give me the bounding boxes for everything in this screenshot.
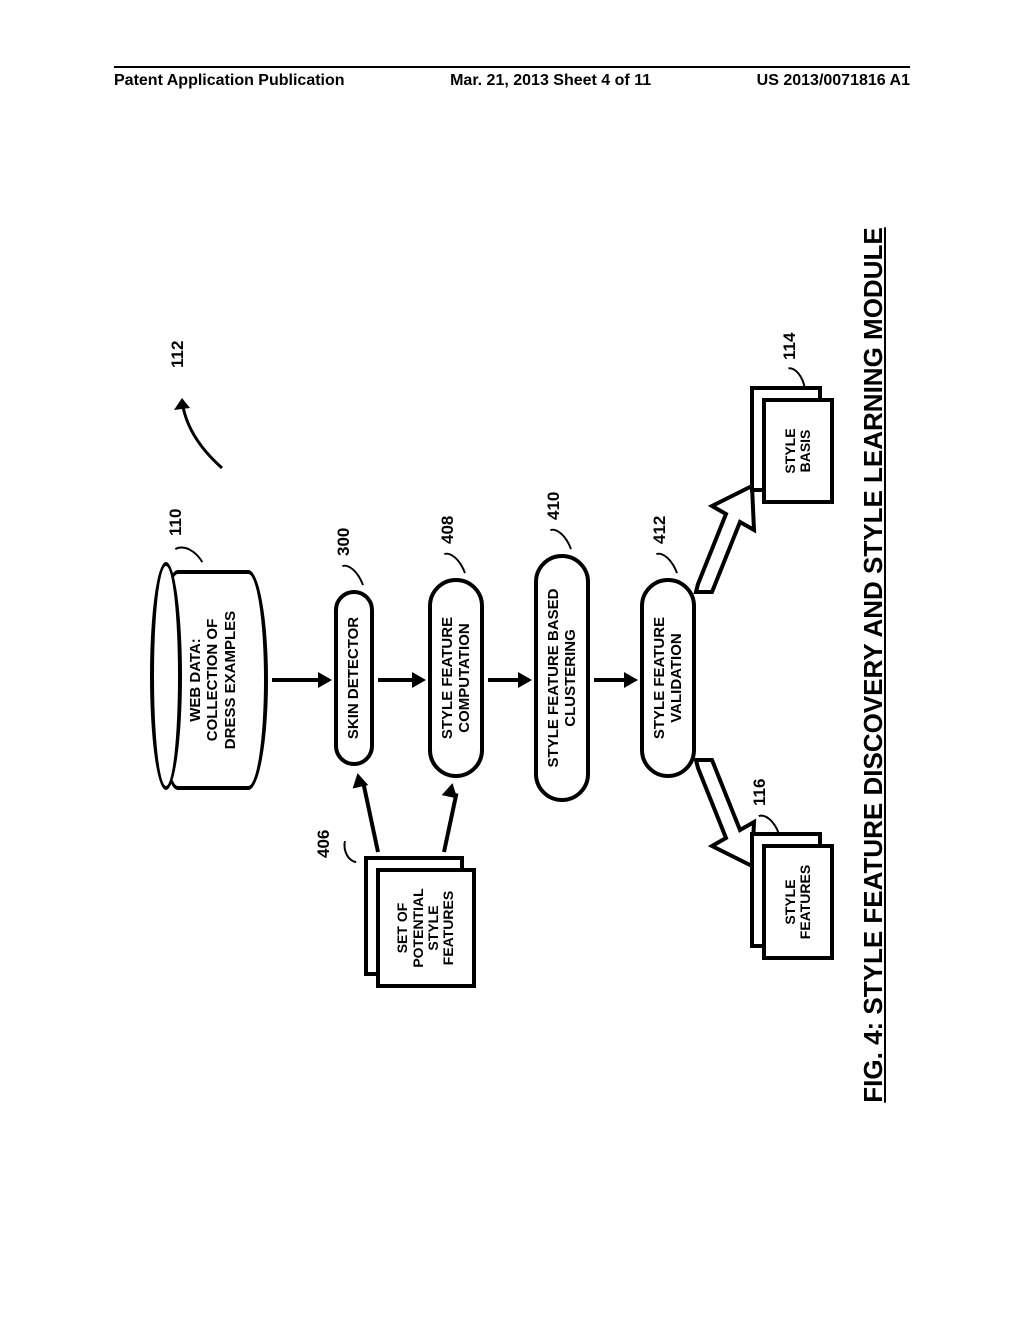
node-clustering: STYLE FEATURE BASED CLUSTERING	[534, 554, 590, 802]
pot-l4: FEATURES	[441, 891, 456, 965]
arrow-db-skin	[272, 678, 320, 682]
ref-arc-300	[342, 560, 364, 589]
pot-l1: SET OF	[395, 903, 410, 954]
doc-page-front: SET OF POTENTIAL STYLE FEATURES	[376, 868, 476, 988]
valid-l2: VALIDATION	[668, 596, 685, 760]
basis-front: STYLE BASIS	[762, 398, 834, 504]
arrow-pot-skin	[361, 783, 379, 852]
node-potential-features: SET OF POTENTIAL STYLE FEATURES	[364, 856, 476, 988]
arrowhead-comp-clust	[518, 672, 532, 688]
header-right: US 2013/0071816 A1	[757, 72, 910, 90]
node-skin-detector: SKIN DETECTOR	[334, 590, 374, 766]
valid-l1: STYLE FEATURE	[651, 596, 668, 760]
arrowhead-db-skin	[318, 672, 332, 688]
ref-arc-408	[444, 548, 466, 577]
ref-116: 116	[750, 779, 770, 806]
node-computation: STYLE FEATURE COMPUTATION	[428, 578, 484, 778]
ref-406: 406	[314, 830, 334, 858]
ref-112-arrow	[170, 380, 230, 470]
basis-l2: BASIS	[798, 430, 813, 473]
header-left: Patent Application Publication	[114, 72, 345, 90]
webdata-l2: COLLECTION OF	[204, 574, 221, 786]
ref-arc-114	[788, 365, 806, 391]
node-validation: STYLE FEATURE VALIDATION	[640, 578, 696, 778]
feat-l1: STYLE	[783, 879, 798, 924]
ref-410: 410	[544, 492, 564, 520]
feat-l2: FEATURES	[798, 865, 813, 939]
basis-l1: STYLE	[783, 428, 798, 473]
ref-412: 412	[650, 516, 670, 544]
webdata-l3: DRESS EXAMPLES	[222, 574, 239, 786]
pot-l2: POTENTIAL	[411, 888, 426, 967]
clust-l2: CLUSTERING	[562, 572, 579, 784]
ref-112: 112	[168, 341, 188, 368]
comp-l2: COMPUTATION	[456, 596, 473, 760]
page-header: Patent Application Publication Mar. 21, …	[0, 66, 1024, 90]
arrow-pot-comp	[442, 793, 458, 853]
diagram-canvas: WEB DATA: COLLECTION OF DRESS EXAMPLES 1…	[27, 267, 997, 1063]
ref-110: 110	[166, 509, 186, 536]
arrowhead-clust-valid	[624, 672, 638, 688]
node-webdata: WEB DATA: COLLECTION OF DRESS EXAMPLES	[158, 570, 268, 790]
node-style-basis: STYLE BASIS	[750, 386, 834, 504]
clust-l1: STYLE FEATURE BASED	[545, 572, 562, 784]
ref-arc-412	[656, 548, 678, 577]
arrowhead-pot-comp	[442, 781, 461, 798]
node-style-features: STYLE FEATURES	[750, 832, 834, 960]
ref-arc-110	[175, 539, 204, 571]
header-center: Mar. 21, 2013 Sheet 4 of 11	[450, 72, 651, 90]
pot-l3: STYLE	[426, 905, 441, 950]
ref-114: 114	[780, 333, 800, 360]
header-text-row: Patent Application Publication Mar. 21, …	[114, 68, 910, 90]
arrow-clust-valid	[594, 678, 626, 682]
arrow-comp-clust	[488, 678, 520, 682]
arrow-skin-comp	[378, 678, 414, 682]
skin-label: SKIN DETECTOR	[345, 608, 362, 748]
ref-300: 300	[334, 528, 354, 556]
ref-arc-406	[340, 841, 359, 863]
comp-l1: STYLE FEATURE	[439, 596, 456, 760]
ref-408: 408	[438, 516, 458, 544]
diagram-inner: WEB DATA: COLLECTION OF DRESS EXAMPLES 1…	[114, 180, 910, 1150]
webdata-l1: WEB DATA:	[187, 574, 204, 786]
ref-arc-410	[550, 524, 572, 553]
figure-caption: FIG. 4: STYLE FEATURE DISCOVERY AND STYL…	[858, 210, 889, 1120]
features-front: STYLE FEATURES	[762, 844, 834, 960]
arrowhead-skin-comp	[412, 672, 426, 688]
